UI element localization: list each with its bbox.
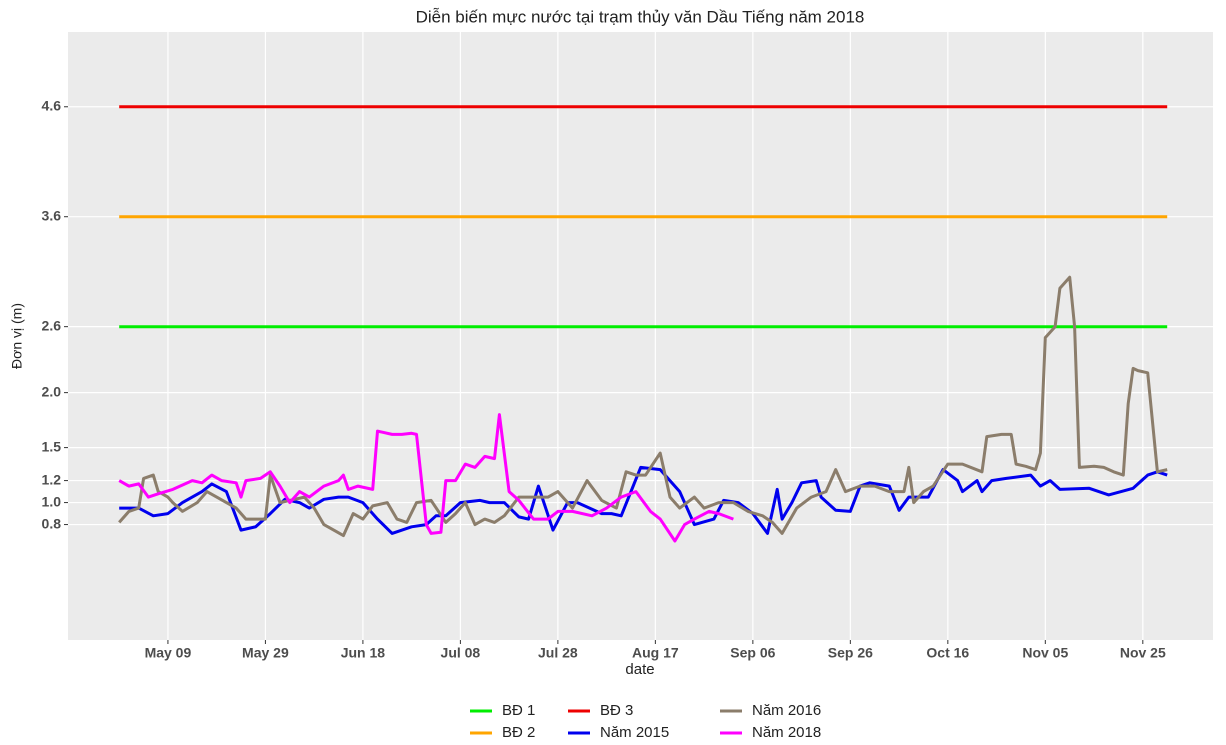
x-tick-label: Jun 18 (341, 645, 386, 661)
legend-label: BĐ 3 (600, 702, 633, 719)
y-tick-label: 1.0 (42, 493, 62, 509)
series-line (119, 465, 1168, 535)
x-tick-label: Nov 05 (1022, 645, 1068, 661)
legend-label: BĐ 1 (502, 702, 535, 719)
chart-title: Diễn biến mực nước tại trạm thủy văn Dầu… (416, 7, 865, 26)
y-tick-label: 1.2 (42, 471, 62, 487)
y-tick-label: 1.5 (42, 438, 62, 454)
legend-label: Năm 2016 (752, 702, 821, 719)
x-tick-label: Jul 28 (538, 645, 578, 661)
x-tick-label: May 09 (145, 645, 192, 661)
y-tick-label: 0.8 (42, 515, 62, 531)
y-tick-label: 2.6 (42, 317, 62, 333)
x-axis-label: date (625, 661, 654, 678)
legend-item: Năm 2015 (568, 724, 669, 741)
legend-item: BĐ 1 (470, 702, 535, 719)
legend-item: Năm 2016 (720, 702, 821, 719)
series-line (118, 275, 1168, 538)
legend-item: BĐ 3 (568, 702, 633, 719)
x-tick-label: Jul 08 (441, 645, 481, 661)
x-tick-label: Sep 06 (730, 645, 775, 661)
y-tick-label: 4.6 (42, 97, 62, 113)
legend-label: Năm 2015 (600, 724, 669, 741)
y-axis-label: Đơn vị (m) (9, 303, 25, 369)
series-line (118, 413, 734, 543)
x-tick-label: Nov 25 (1120, 645, 1166, 661)
x-tick-label: May 29 (242, 645, 289, 661)
x-tick-label: Aug 17 (632, 645, 679, 661)
y-tick-label: 2.0 (42, 383, 62, 399)
plot-panel (68, 32, 1213, 640)
legend-item: Năm 2018 (720, 724, 821, 741)
legend-label: BĐ 2 (502, 724, 535, 741)
y-tick-label: 3.6 (42, 207, 62, 223)
x-tick-label: Sep 26 (828, 645, 873, 661)
legend-label: Năm 2018 (752, 724, 821, 741)
x-tick-label: Oct 16 (926, 645, 969, 661)
legend-item: BĐ 2 (470, 724, 535, 741)
